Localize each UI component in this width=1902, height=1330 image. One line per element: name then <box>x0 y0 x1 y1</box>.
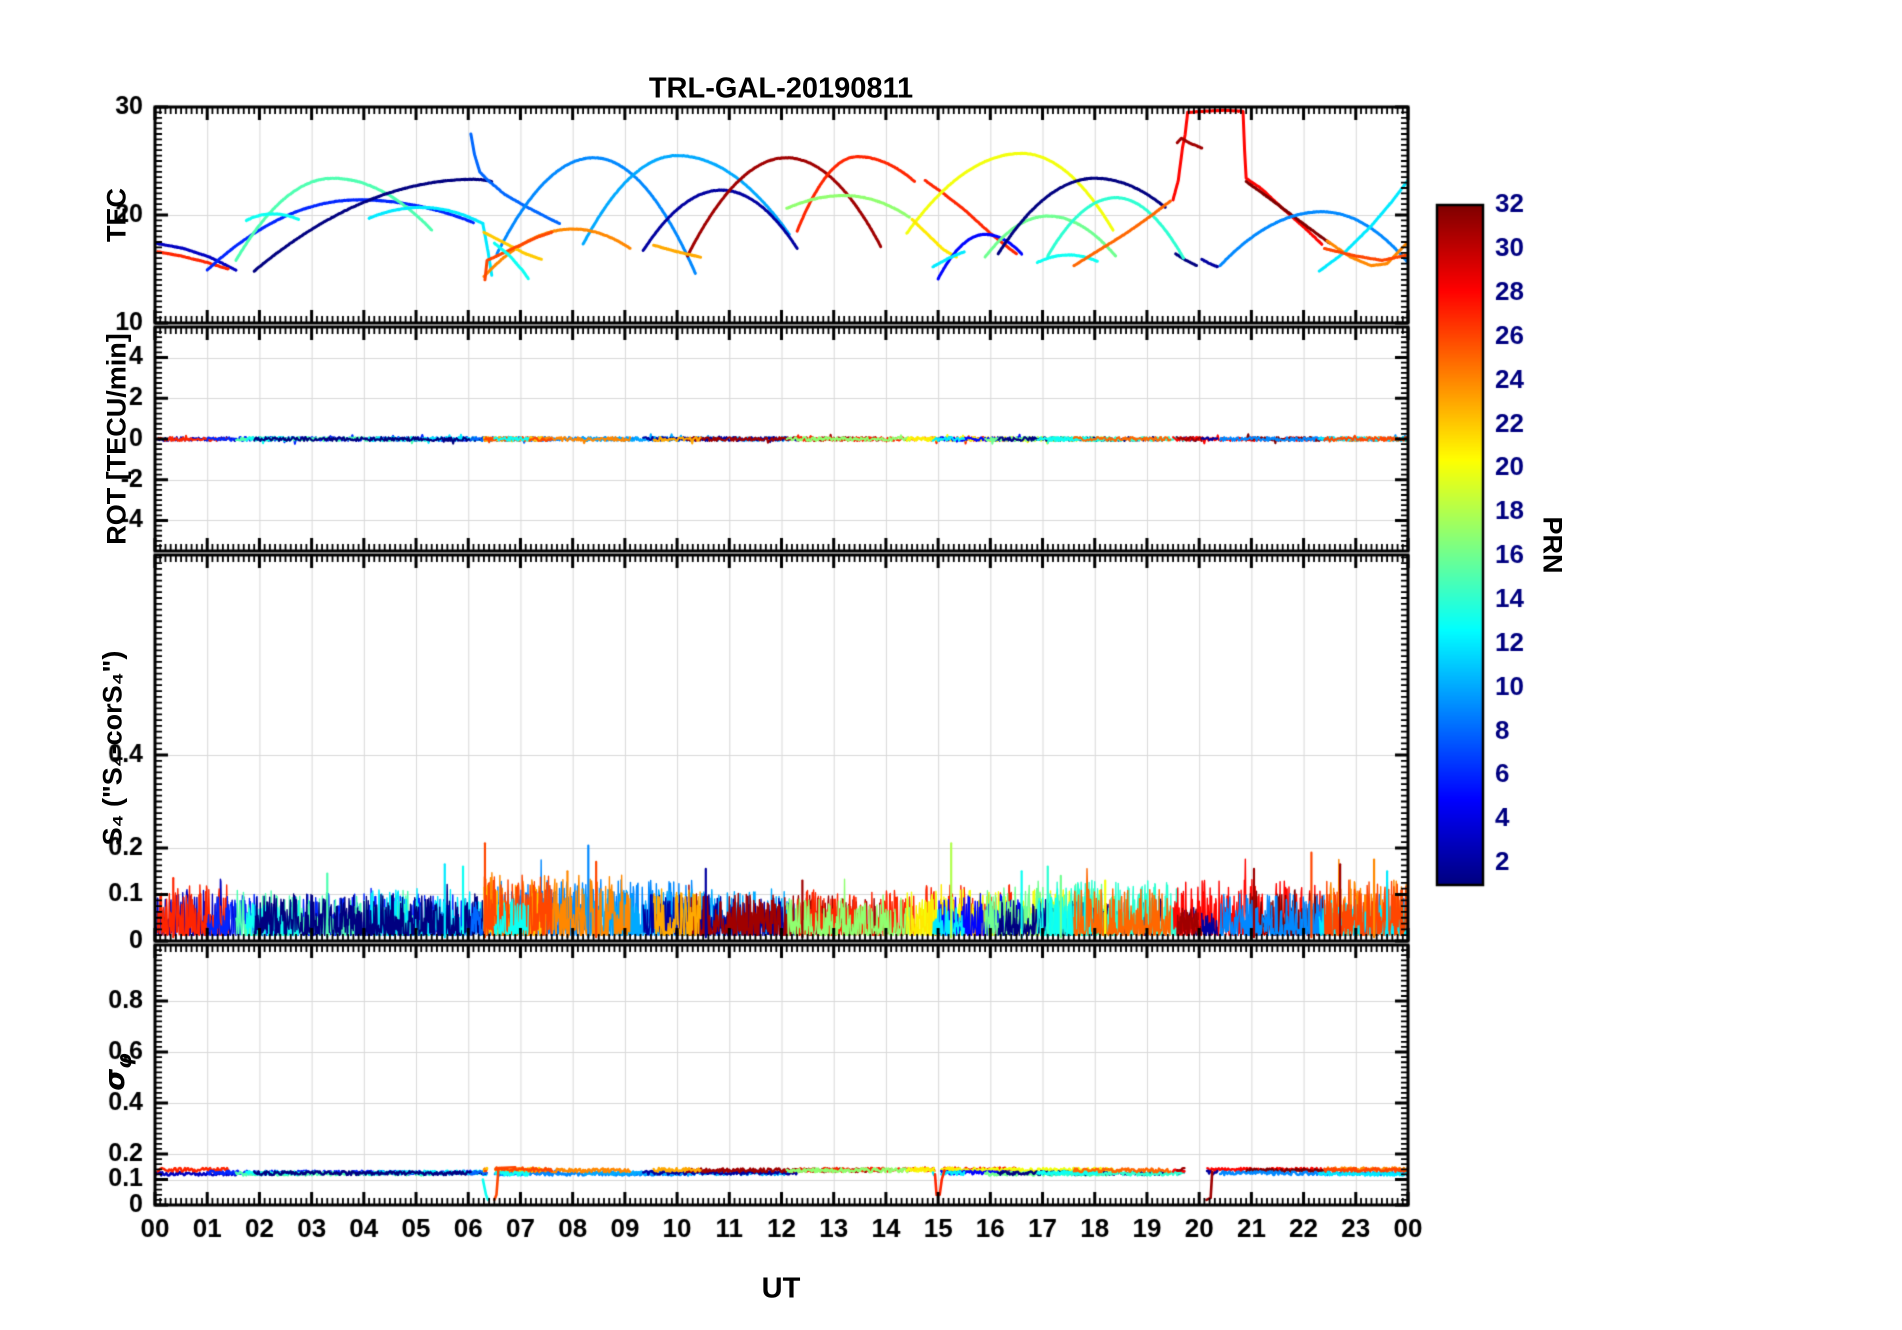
ylabel-tec: TEC <box>101 188 132 242</box>
xlabel-ut: UT <box>761 1272 801 1305</box>
chart-title: TRL-GAL-20190811 <box>648 72 914 105</box>
sigma-symbol: σ <box>98 1068 132 1091</box>
ylabel-rot: ROT [TECU/min] <box>101 333 132 545</box>
ylabel-sigma-phi: σφ <box>98 1053 136 1091</box>
ylabel-s4: S₄ ("S₄-corS₄") <box>97 650 128 846</box>
phi-subscript: φ <box>111 1053 136 1069</box>
colorbar-label: PRN <box>1537 516 1568 574</box>
